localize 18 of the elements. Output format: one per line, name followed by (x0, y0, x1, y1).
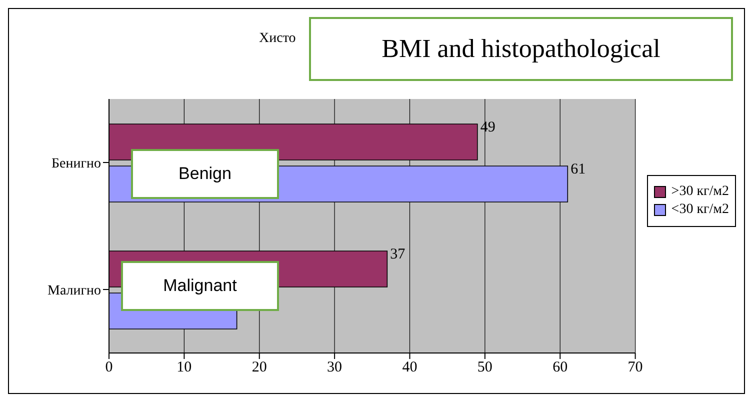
x-tick-label: 40 (402, 360, 418, 376)
data-label: 37 (390, 246, 406, 262)
legend-label: <30 кг/м2 (671, 202, 729, 218)
y-tick-label: Бенигно (52, 156, 101, 172)
text: Хисто (259, 31, 296, 47)
title-box: BMI and histopathological (309, 17, 733, 81)
x-tick-label: 60 (552, 360, 568, 376)
x-tick-label: 30 (327, 360, 342, 376)
text-box: Benign (131, 149, 279, 199)
legend-label: >30 кг/м2 (671, 184, 729, 200)
x-tick-label: 70 (628, 360, 643, 376)
x-tick-label: 50 (477, 360, 492, 376)
x-tick-label: 0 (105, 360, 113, 376)
text-box: Malignant (121, 261, 279, 311)
x-tick-label: 10 (176, 360, 192, 376)
y-tick-label: Малигно (48, 283, 101, 298)
data-label: 61 (570, 161, 586, 178)
x-tick-label: 20 (252, 360, 267, 376)
